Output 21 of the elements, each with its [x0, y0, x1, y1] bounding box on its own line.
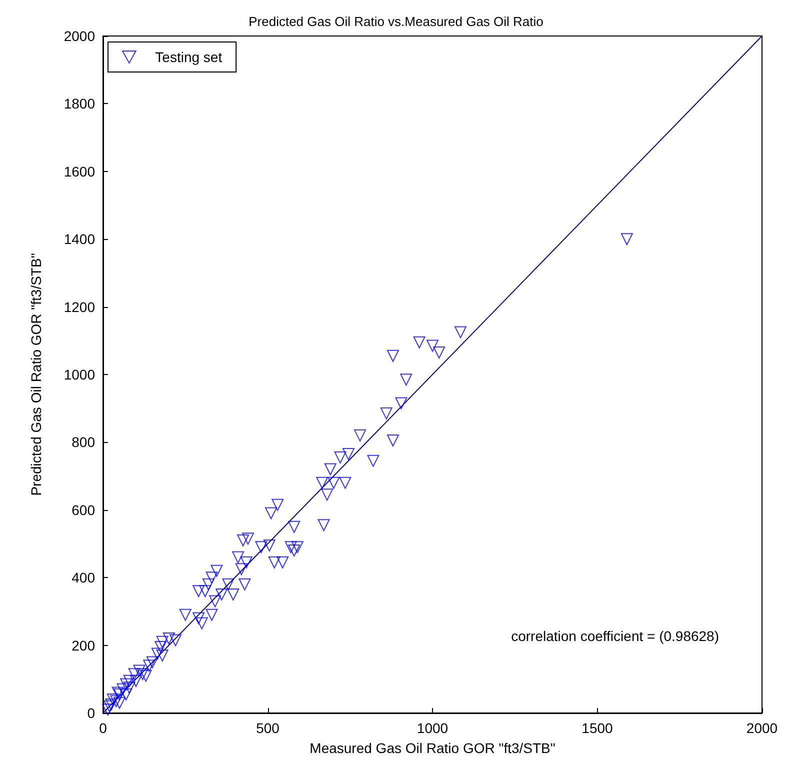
x-tick-label: 0 [99, 720, 108, 736]
x-tick-label: 500 [256, 720, 280, 736]
y-tick-label: 0 [87, 705, 96, 721]
y-tick-label: 400 [72, 570, 96, 586]
x-tick-label: 1500 [582, 720, 614, 736]
annotation: correlation coefficient = (0.98628) [511, 628, 719, 644]
x-axis-title: Measured Gas Oil Ratio GOR "ft3/STB" [310, 740, 556, 756]
y-tick-label: 600 [72, 502, 96, 518]
chart-title: Predicted Gas Oil Ratio vs.Measured Gas Oil Ratio [248, 14, 544, 29]
y-tick-label: 200 [72, 637, 96, 654]
legend-label: Testing set [155, 49, 222, 65]
x-tick-label: 1000 [416, 720, 448, 736]
x-tick-label: 2000 [746, 720, 778, 736]
y-tick-label: 1200 [64, 298, 96, 315]
y-tick-label: 1600 [64, 163, 96, 180]
y-tick-label: 2000 [64, 28, 96, 44]
y-tick-label: 800 [72, 434, 96, 450]
y-axis-title: Predicted Gas Oil Ratio GOR "ft3/STB" [28, 253, 44, 496]
y-tick-label: 1400 [64, 231, 96, 248]
y-tick-label: 1000 [64, 366, 96, 382]
y-tick-label: 1800 [64, 96, 96, 112]
